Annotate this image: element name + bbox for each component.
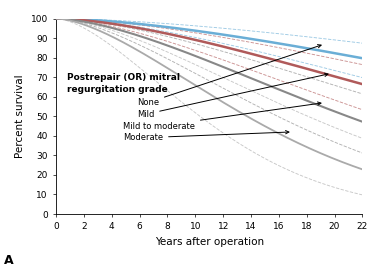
Text: Mild to moderate: Mild to moderate	[123, 102, 321, 130]
Y-axis label: Percent survival: Percent survival	[15, 75, 25, 158]
Text: Mild: Mild	[137, 73, 328, 119]
Text: A: A	[4, 254, 13, 267]
X-axis label: Years after operation: Years after operation	[155, 237, 264, 247]
Text: Postrepair (OR) mitral
regurgitation grade: Postrepair (OR) mitral regurgitation gra…	[67, 73, 180, 94]
Text: None: None	[137, 45, 321, 107]
Text: Moderate: Moderate	[123, 130, 289, 142]
